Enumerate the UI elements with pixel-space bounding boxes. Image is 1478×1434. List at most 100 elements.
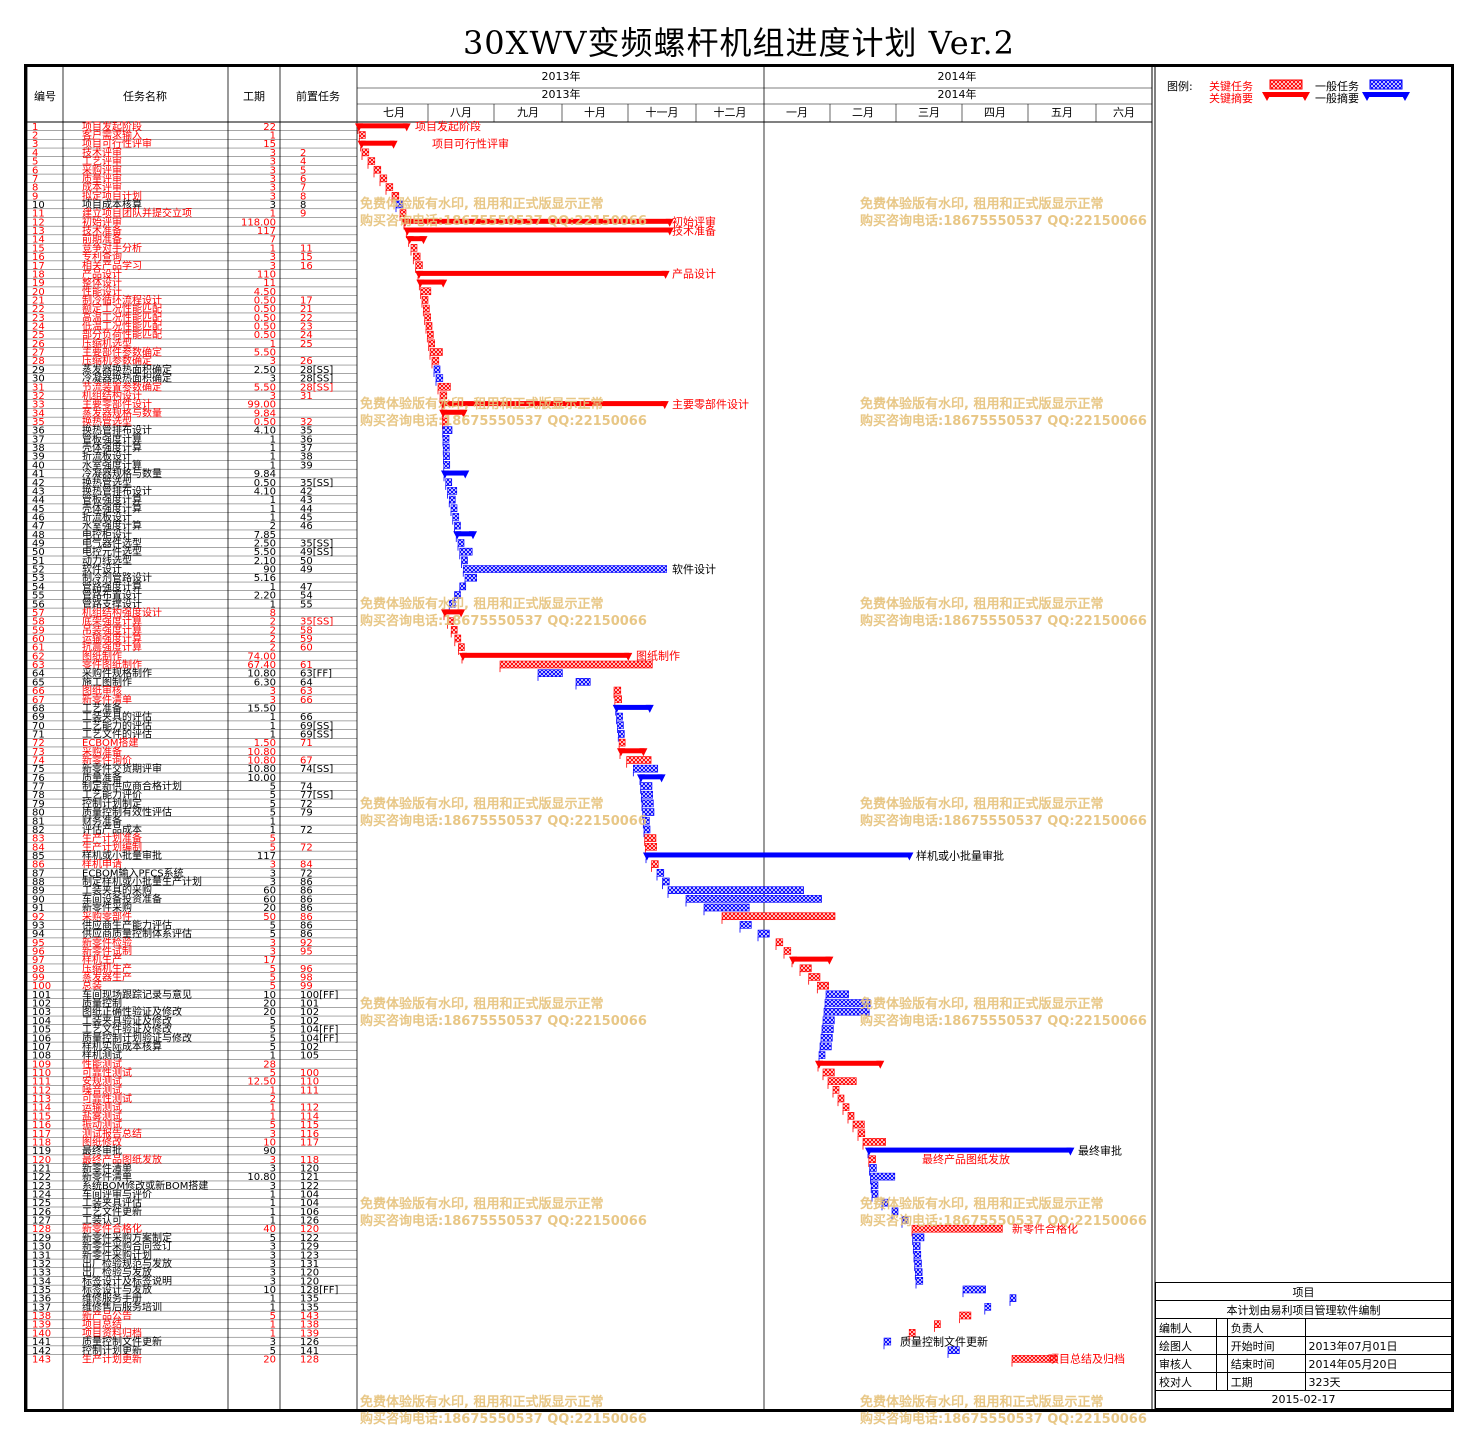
task-name: 质量控制文件更新 xyxy=(82,1335,162,1348)
watermark-line1: 免费体验版有水印, 租用和正式版显示正常 xyxy=(360,1196,603,1212)
watermark-line2: 购买咨询电话:18675550537 QQ:22150066 xyxy=(360,613,647,629)
month-label: 五月 xyxy=(1051,106,1073,119)
task-duration: 90 xyxy=(263,565,276,576)
task-name: 采购件规格制作 xyxy=(82,667,152,680)
task-predecessor: 104[FF] xyxy=(300,1025,338,1036)
task-duration: 1 xyxy=(270,1051,276,1062)
task-predecessor: 74 xyxy=(300,782,313,793)
task-id: 63 xyxy=(32,660,45,671)
task-duration: 1 xyxy=(270,816,276,827)
task-bar xyxy=(820,1033,833,1042)
task-duration: 5 xyxy=(270,1346,276,1357)
task-predecessor: 42 xyxy=(300,486,313,497)
task-bar xyxy=(435,374,444,382)
task-name: 动力线选型 xyxy=(82,554,132,567)
task-duration: 1 xyxy=(270,460,276,471)
task-predecessor: 105 xyxy=(300,1051,319,1062)
task-duration: 0.50 xyxy=(254,330,276,341)
critical-summary-bar xyxy=(404,218,671,224)
task-name: 样机测试 xyxy=(82,1049,122,1062)
task-duration: 1 xyxy=(270,582,276,593)
task-predecessor: 122 xyxy=(300,1233,319,1244)
task-id: 119 xyxy=(32,1146,51,1157)
task-id: 35 xyxy=(32,417,45,428)
legend-key-task-swatch xyxy=(1269,79,1303,90)
task-name: 建立项目团队并提交立项 xyxy=(82,207,192,220)
task-name: 工艺文件的评估 xyxy=(82,727,152,740)
task-bar xyxy=(442,443,450,452)
month-label: 十一月 xyxy=(646,105,679,119)
task-id: 66 xyxy=(32,686,45,697)
task-predecessor: 98 xyxy=(300,973,313,984)
task-bar xyxy=(537,669,563,677)
task-duration: 10.80 xyxy=(247,747,276,758)
task-name: 主要部件参数确定 xyxy=(82,346,162,359)
task-name: 底架强度计算 xyxy=(82,615,142,628)
critical-task-bar xyxy=(626,756,652,764)
task-id: 133 xyxy=(32,1268,51,1279)
task-id: 8 xyxy=(32,183,38,194)
critical-task-bar xyxy=(842,1103,850,1111)
critical-task-bar xyxy=(852,1120,865,1129)
summary-bar xyxy=(456,531,474,537)
task-duration: 5 xyxy=(270,1068,276,1079)
task-id: 61 xyxy=(32,643,45,654)
task-predecessor: 32 xyxy=(300,417,313,428)
task-duration: 10.80 xyxy=(247,764,276,775)
task-duration: 1 xyxy=(270,512,276,523)
task-id: 34 xyxy=(32,408,45,419)
critical-task-bar xyxy=(442,417,449,426)
task-predecessor: 135 xyxy=(300,1294,319,1305)
task-duration: 3 xyxy=(270,1181,276,1192)
task-name: 技术评审 xyxy=(82,146,122,159)
task-name: 施工图制作 xyxy=(82,675,132,688)
task-predecessor: 5 xyxy=(300,165,306,176)
task-id: 5 xyxy=(32,157,38,168)
task-bar xyxy=(823,1007,870,1016)
task-name: 性能测试 xyxy=(82,1057,122,1070)
task-name: 管路支撑设计 xyxy=(82,597,142,610)
task-name: 蒸发器规格与数量 xyxy=(82,406,162,419)
task-predecessor: 77[SS] xyxy=(300,790,333,801)
month-label: 二月 xyxy=(852,106,874,119)
task-predecessor: 100[FF] xyxy=(300,990,338,1001)
critical-task-bar xyxy=(391,191,400,200)
critical-task-bar xyxy=(410,244,418,252)
month-label: 四月 xyxy=(984,106,1006,119)
task-bar xyxy=(454,521,461,530)
task-duration: 3 xyxy=(270,938,276,949)
task-duration: 1 xyxy=(270,434,276,445)
task-predecessor: 74[SS] xyxy=(300,764,333,775)
task-duration: 3 xyxy=(270,1337,276,1348)
task-bar xyxy=(870,1172,896,1181)
task-bar xyxy=(616,712,623,721)
watermark-line2: 购买咨询电话:18675550537 QQ:22150066 xyxy=(860,613,1147,629)
watermark-line1: 免费体验版有水印, 租用和正式版显示正常 xyxy=(360,1394,603,1410)
summary-start-cap xyxy=(815,1060,823,1069)
task-id: 120 xyxy=(32,1155,51,1166)
critical-task-bar xyxy=(862,1138,886,1146)
task-name: 图纸修改 xyxy=(82,1135,122,1148)
task-predecessor: 118 xyxy=(300,1155,319,1166)
task-name: 前期准备 xyxy=(82,233,122,246)
legend-key-summary-cap xyxy=(1262,92,1272,101)
task-bar xyxy=(825,990,849,999)
task-bar xyxy=(457,539,465,547)
task-name: 压缩机生产 xyxy=(82,962,132,975)
year-sub-label: 2013年 xyxy=(542,87,581,101)
task-duration: 110 xyxy=(257,269,276,280)
task-bar xyxy=(448,599,456,608)
critical-task-bar xyxy=(822,1068,835,1077)
task-duration: 5 xyxy=(270,929,276,940)
task-predecessor: 37 xyxy=(300,443,313,454)
task-bar xyxy=(819,1042,832,1051)
task-name: 财务准备 xyxy=(82,814,122,827)
info-value xyxy=(1216,1318,1228,1337)
task-id: 129 xyxy=(32,1233,51,1244)
task-name: 工装夹具的采购 xyxy=(82,884,152,897)
task-duration: 2.10 xyxy=(254,556,276,567)
task-bar xyxy=(962,1285,986,1294)
task-id: 50 xyxy=(32,547,45,558)
task-duration: 1 xyxy=(270,1198,276,1209)
task-id: 100 xyxy=(32,981,51,992)
